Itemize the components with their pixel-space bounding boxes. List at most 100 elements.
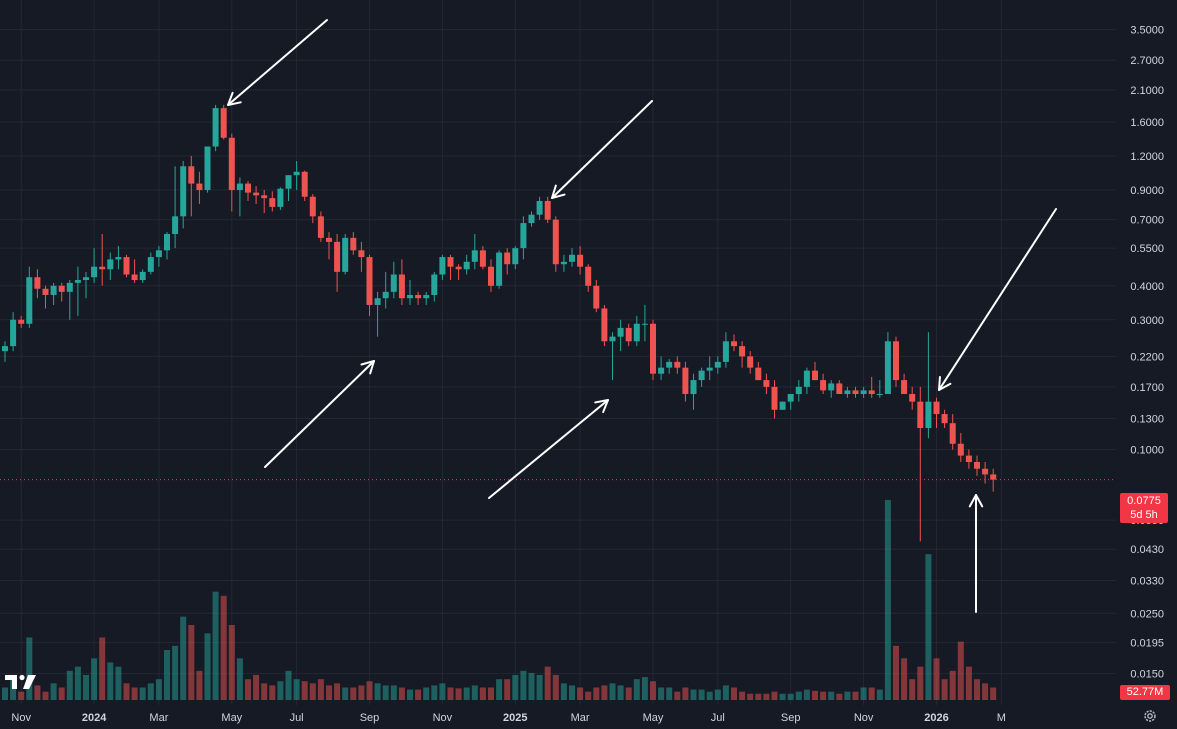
volume-bar (876, 689, 883, 700)
price-axis[interactable]: 3.5000 2.7000 2.1000 1.6000 1.2000 0.9000 0.70… (1130, 25, 1164, 681)
volume-bar (852, 691, 859, 700)
candle-body (147, 257, 154, 272)
candle-body (714, 361, 721, 368)
candle-body (536, 200, 543, 215)
candle-body (374, 298, 381, 305)
time-axis-label: Sep (781, 712, 801, 724)
candle-body (447, 257, 454, 267)
candle-body (245, 183, 251, 193)
candle-body (990, 474, 997, 480)
candle-body (326, 237, 332, 242)
price-axis-label: 0.4000 (1130, 281, 1164, 293)
volume-bar (115, 666, 122, 700)
candle-body (893, 341, 899, 381)
candle-body (917, 401, 924, 428)
price-axis-label: 0.0330 (1130, 575, 1164, 587)
volume-bar (471, 685, 478, 700)
volume-bar (577, 687, 584, 700)
arrow-head (594, 399, 609, 414)
price-axis-label: 0.2200 (1130, 351, 1164, 363)
candle-body (763, 380, 770, 387)
candle-body (795, 386, 802, 395)
volume-bar (868, 687, 875, 700)
volume-bar (957, 641, 964, 700)
volume-bar (342, 687, 349, 700)
candle-body (398, 274, 405, 299)
candle-body (820, 380, 827, 391)
volume-bar (812, 690, 818, 700)
volume-bar (334, 683, 341, 700)
candle-body (34, 277, 41, 289)
volume-bar (196, 670, 203, 700)
candle-body (115, 257, 122, 260)
candle-body (26, 277, 33, 324)
volume-bar (74, 666, 81, 700)
candle-body (884, 341, 891, 395)
volume-bar (26, 637, 33, 700)
volume-tag: 52.77M (1120, 685, 1170, 700)
candle-body (722, 341, 729, 362)
volume-bar (803, 689, 810, 700)
volume-bar (212, 591, 219, 700)
arrow-shaft (938, 208, 1057, 391)
volume-bar (358, 685, 365, 700)
candle-body (50, 285, 57, 295)
volume-bar (398, 687, 405, 700)
volume-bar (496, 679, 503, 700)
candle-body (844, 390, 851, 395)
price-axis-label: 3.5000 (1130, 25, 1164, 37)
volume-bar (617, 685, 624, 700)
volume-bar (674, 691, 681, 700)
candle-body (641, 323, 648, 325)
candle-body (382, 291, 389, 299)
candle-body (682, 367, 689, 395)
volume-bar (42, 691, 49, 700)
price-axis-label: 0.0150 (1130, 669, 1164, 681)
volume-bar (382, 685, 389, 700)
candle-body (228, 137, 235, 190)
volume-bar (301, 681, 308, 700)
candle-body (455, 266, 462, 270)
tradingview-logo-icon[interactable] (4, 672, 38, 692)
candle-body (909, 394, 916, 402)
gear-icon[interactable] (1142, 708, 1158, 724)
volume-bar (528, 672, 535, 700)
time-axis[interactable]: Nov 2024 Mar May Jul Sep Nov 2025 Mar May Jul Sep No… (11, 712, 1005, 724)
price-axis-label: 0.3000 (1130, 315, 1164, 327)
volume-bar (172, 645, 179, 700)
volume-bar (949, 670, 956, 700)
candle-body (609, 336, 616, 342)
volume-bar (844, 691, 851, 700)
volume-bar (690, 689, 697, 700)
candle-body (172, 216, 179, 234)
candle-body (261, 195, 268, 199)
candle-body (965, 455, 972, 462)
volume-bar (787, 693, 794, 700)
volume-bar (714, 689, 721, 700)
time-axis-label: Jul (711, 712, 725, 724)
candle-body (479, 250, 486, 267)
time-axis-label: Nov (854, 712, 874, 724)
volume-bar (884, 500, 891, 700)
volume-bar (50, 683, 57, 700)
volume-bar (779, 693, 786, 700)
candle-body (593, 285, 600, 309)
candle-body (107, 259, 114, 270)
candle-body (18, 319, 25, 324)
volume-bar (285, 670, 292, 700)
volume-bar (58, 687, 65, 700)
time-axis-label: Nov (11, 712, 31, 724)
volume-bar (828, 691, 835, 700)
arrow-shaft (488, 399, 609, 499)
volume-bar (123, 683, 130, 700)
candle-body (463, 261, 470, 270)
candle-body (731, 341, 737, 347)
candlesticks (2, 104, 997, 542)
candle-body (99, 266, 106, 270)
volume-bar (755, 693, 762, 700)
time-axis-label: Mar (571, 712, 590, 724)
price-axis-label: 2.7000 (1130, 55, 1164, 67)
volume-bar (763, 693, 770, 700)
volume-bar (2, 687, 8, 700)
